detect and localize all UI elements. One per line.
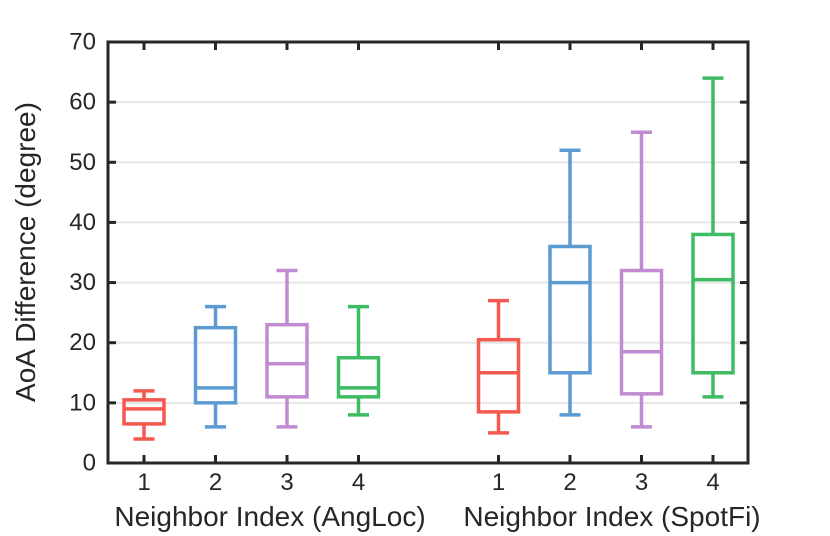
x-axis-label-angloc: Neighbor Index (AngLoc) xyxy=(114,501,426,532)
box-rect xyxy=(122,398,166,426)
box-rect xyxy=(476,337,521,414)
x-tick-label: 1 xyxy=(492,469,505,496)
axis-frame xyxy=(106,40,750,465)
box-rect xyxy=(548,244,592,375)
y-tick-label: 30 xyxy=(69,269,96,296)
x-axis-label-spotfi: Neighbor Index (SpotFi) xyxy=(463,501,761,532)
x-tick-label: 4 xyxy=(352,469,365,496)
x-tick-label: 2 xyxy=(209,469,222,496)
x-tick-label: 1 xyxy=(137,469,150,496)
x-tick-label: 2 xyxy=(563,469,576,496)
box-rect xyxy=(193,325,238,405)
x-tick-label: 3 xyxy=(635,469,648,496)
y-axis-label: AoA Difference (degree) xyxy=(10,102,41,402)
y-tick-label: 0 xyxy=(83,450,96,477)
x-tick-label: 4 xyxy=(706,469,719,496)
y-tick-label: 10 xyxy=(69,389,96,416)
y-tick-label: 40 xyxy=(69,209,96,236)
box-rect xyxy=(336,356,381,399)
box-rect xyxy=(265,322,309,399)
box-rect xyxy=(691,232,735,375)
x-tick-label: 3 xyxy=(280,469,293,496)
y-tick-label: 50 xyxy=(69,149,96,176)
box-rect xyxy=(619,268,664,396)
y-tick-label: 60 xyxy=(69,89,96,116)
y-tick-label: 20 xyxy=(69,329,96,356)
y-tick-label: 70 xyxy=(69,29,96,56)
